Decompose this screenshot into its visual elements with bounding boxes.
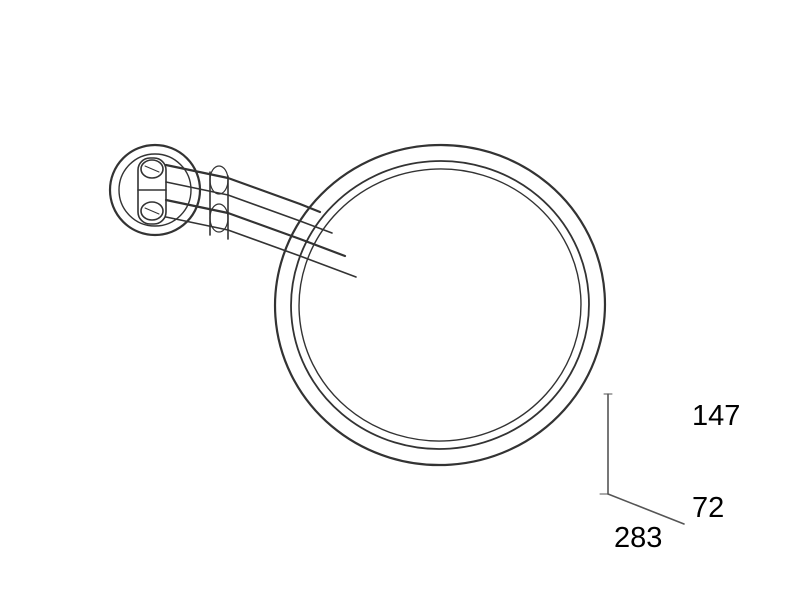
dimension-width-label: 283 (614, 524, 662, 553)
mirror-technical-drawing (0, 0, 800, 600)
hinge-barrel (138, 158, 166, 224)
dimension-corner-indicator (600, 394, 684, 524)
dimension-height-label: 147 (692, 402, 740, 431)
mirror-head (264, 134, 616, 476)
extension-arm (166, 165, 356, 277)
diagram-canvas: 147 72 283 (0, 0, 800, 600)
dimension-depth-label: 72 (692, 494, 724, 523)
